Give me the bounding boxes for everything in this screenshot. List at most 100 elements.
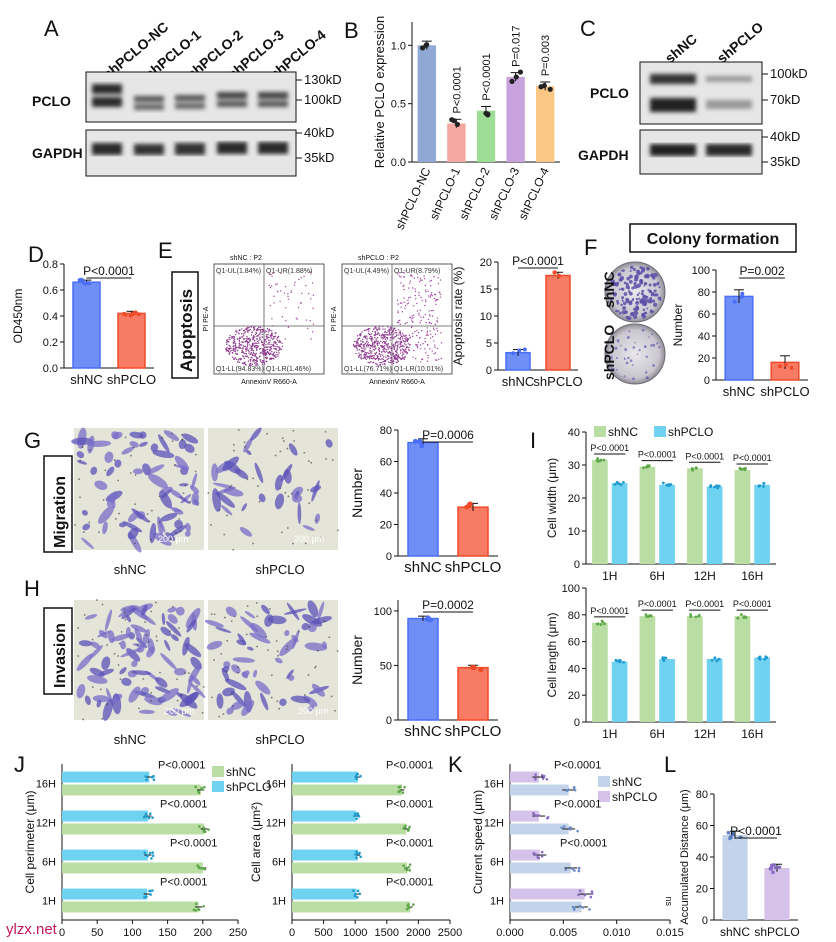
pore-dot: [156, 639, 158, 642]
stained-cell: [130, 624, 147, 633]
data-point: [578, 904, 582, 908]
stained-cell: [190, 683, 206, 698]
data-point: [200, 867, 203, 870]
x-tick-label: 0.000: [496, 927, 524, 939]
event-dot: [380, 334, 383, 336]
bar: [62, 862, 203, 874]
colony: [648, 283, 652, 287]
x-tick-label: shNC: [502, 374, 535, 389]
y-tick-label: 0: [574, 559, 580, 571]
colony: [658, 346, 661, 349]
blot-bands-pclo-c: [650, 74, 752, 112]
pore-dot: [328, 636, 331, 639]
data-point: [738, 466, 742, 470]
colony: [643, 345, 647, 348]
event-dot: [255, 331, 257, 333]
pore-dot: [303, 694, 306, 696]
colony: [613, 282, 617, 286]
event-dot: [426, 330, 429, 332]
event-dot: [388, 329, 391, 332]
event-dot: [382, 340, 385, 343]
event-dot: [404, 337, 406, 340]
colony-plate-shnc: [604, 261, 666, 323]
pore-dot: [74, 524, 76, 526]
event-dot: [430, 292, 433, 294]
stained-cell: [180, 494, 192, 504]
stained-cell: [128, 686, 141, 703]
data-point: [644, 613, 648, 617]
pore-dot: [159, 671, 161, 674]
colony: [618, 311, 622, 315]
data-point: [147, 816, 151, 820]
event-dot: [374, 331, 377, 333]
bar: [292, 771, 358, 783]
colony: [641, 328, 645, 332]
event-dot: [434, 333, 437, 336]
stained-cell: [142, 629, 151, 646]
event-dot: [428, 310, 430, 312]
event-dot: [241, 332, 243, 335]
event-dot: [397, 322, 400, 324]
stained-cell: [274, 474, 283, 491]
bar: [536, 86, 555, 162]
event-dot: [270, 343, 272, 346]
event-dot: [409, 316, 411, 318]
event-dot: [389, 336, 392, 339]
event-dot: [234, 333, 237, 336]
data-point: [789, 365, 794, 370]
event-dot: [260, 361, 263, 363]
event-dot: [252, 344, 254, 346]
x-tick-label: 0.005: [550, 927, 578, 939]
event-dot: [371, 346, 374, 348]
data-point: [454, 121, 460, 127]
event-dot: [252, 329, 255, 331]
event-dot: [229, 352, 231, 354]
data-point: [511, 351, 516, 356]
event-dot: [399, 331, 401, 334]
event-dot: [358, 337, 361, 339]
data-point: [522, 347, 527, 352]
event-dot: [252, 338, 254, 341]
event-dot: [374, 345, 377, 347]
event-dot: [263, 348, 266, 351]
event-dot: [364, 336, 366, 338]
event-dot: [274, 336, 276, 338]
data-point: [417, 438, 423, 444]
event-dot: [264, 352, 266, 354]
event-dot: [246, 344, 249, 346]
event-dot: [378, 347, 381, 350]
bar: [292, 901, 411, 913]
event-dot: [395, 335, 397, 337]
stained-cell: [322, 641, 327, 649]
event-dot: [244, 328, 247, 330]
event-dot: [378, 334, 381, 336]
data-point: [407, 903, 410, 906]
bar: [592, 622, 608, 722]
event-dot: [229, 335, 231, 337]
pore-dot: [137, 707, 140, 710]
data-point: [196, 864, 199, 867]
pore-dot: [101, 603, 104, 606]
event-dot: [231, 352, 234, 354]
marker-label: 100kD: [770, 66, 808, 81]
event-dot: [305, 319, 308, 321]
stained-cell: [164, 639, 171, 652]
event-dot: [390, 356, 393, 358]
stained-cell: [160, 512, 178, 522]
y-tick-label: 20: [568, 690, 580, 702]
data-point: [194, 902, 198, 906]
panel-letter-f: F: [584, 235, 597, 260]
event-dot: [272, 338, 274, 341]
event-dot: [276, 346, 279, 348]
event-dot: [256, 328, 259, 330]
event-dot: [431, 310, 433, 312]
event-dot: [232, 336, 234, 338]
stained-cell: [76, 451, 85, 459]
event-dot: [404, 322, 406, 325]
event-dot: [403, 345, 405, 348]
event-dot: [268, 329, 270, 332]
quadrant-label: Q1-LL(76.71%): [344, 366, 392, 373]
bar: [510, 888, 585, 900]
row-label-gapdh: GAPDH: [578, 147, 629, 163]
